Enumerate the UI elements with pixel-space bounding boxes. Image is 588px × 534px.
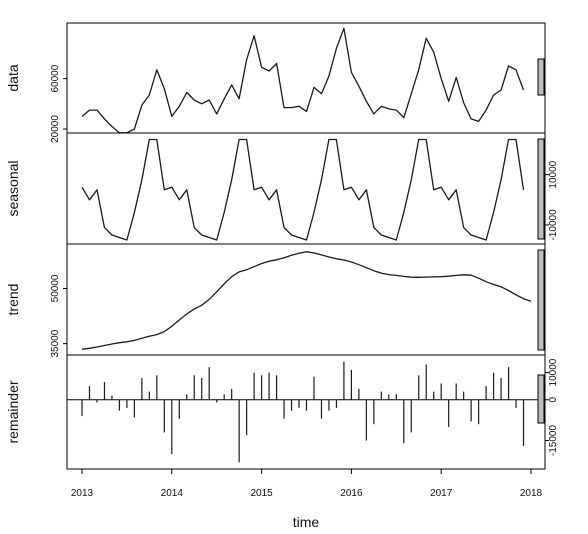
x-tick-label: 2014 xyxy=(161,488,184,499)
panel-label-seasonal: seasonal xyxy=(5,160,21,216)
x-axis-title: time xyxy=(293,514,320,530)
panel-label-remainder: remainder xyxy=(5,380,21,443)
x-tick-label: 2013 xyxy=(71,488,94,499)
y-tick-label: 0 xyxy=(548,397,559,403)
scale-bar-seasonal xyxy=(537,138,545,240)
panel-frame-seasonal xyxy=(66,132,546,245)
y-tick-label: 20000 xyxy=(50,115,61,143)
series-line-trend xyxy=(81,251,532,350)
series-line-data xyxy=(81,27,525,134)
y-tick-label: 50000 xyxy=(50,274,61,302)
series-line-seasonal xyxy=(81,138,525,241)
panel-frame-remainder xyxy=(66,354,546,470)
x-axis: 2013 2014 2015 2016 2017 2018 xyxy=(71,469,543,499)
panel-label-data: data xyxy=(5,64,21,91)
y-tick-label: -15000 xyxy=(548,425,559,457)
panel-data: 20000 60000 data xyxy=(5,22,546,143)
scale-bar-trend xyxy=(537,249,545,351)
y-tick-label: -10000 xyxy=(548,209,559,241)
scale-bar-remainder xyxy=(537,374,545,424)
panel-frame-trend xyxy=(66,243,546,356)
y-tick-label: 10000 xyxy=(548,160,559,188)
panel-remainder: 10000 0 -15000 remainder xyxy=(5,354,559,470)
x-tick-label: 2018 xyxy=(520,488,543,499)
panels-layer: 20000 60000 data 10000 -10000 seasonal 35000 50… xyxy=(5,22,559,470)
y-tick-label: 35000 xyxy=(50,329,61,357)
y-tick-label: 60000 xyxy=(50,64,61,92)
x-tick-label: 2015 xyxy=(250,488,273,499)
panel-label-trend: trend xyxy=(5,284,21,316)
scale-bar-data xyxy=(537,58,545,96)
y-tick-label: 10000 xyxy=(548,358,559,386)
x-tick-label: 2017 xyxy=(430,488,453,499)
panel-trend: 35000 50000 trend xyxy=(5,243,546,358)
panel-seasonal: 10000 -10000 seasonal xyxy=(5,132,559,245)
x-tick-label: 2016 xyxy=(340,488,363,499)
